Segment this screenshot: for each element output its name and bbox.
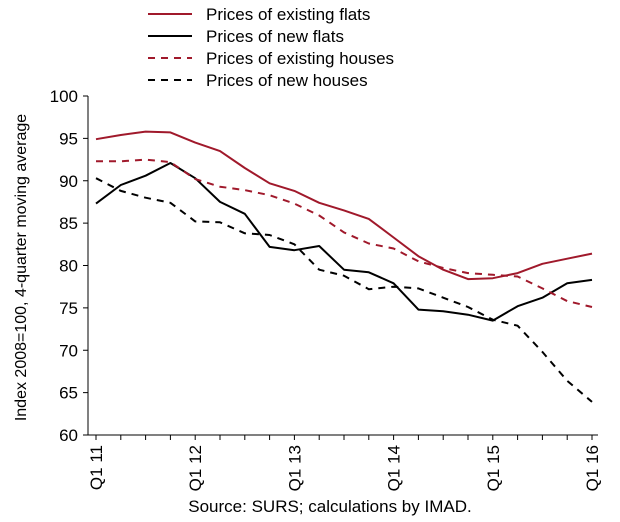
source-note: Source: SURS; calculations by IMAD. bbox=[188, 497, 471, 516]
y-tick-label: 70 bbox=[59, 341, 78, 360]
y-tick-label: 75 bbox=[59, 299, 78, 318]
legend-item: Prices of existing houses bbox=[148, 49, 394, 68]
y-ticks: 60 65 70 75 80 85 90 95 100 bbox=[50, 87, 88, 445]
legend-label: Prices of existing houses bbox=[206, 49, 394, 68]
y-tick-label: 65 bbox=[59, 384, 78, 403]
series-lines bbox=[95, 130, 593, 403]
y-tick-label: 95 bbox=[59, 129, 78, 148]
legend-label: Prices of existing flats bbox=[206, 5, 370, 24]
x-tick-label: Q1 11 bbox=[87, 445, 106, 490]
series-line-prices-of-existing-houses bbox=[96, 158, 593, 308]
legend: Prices of existing flats Prices of new fl… bbox=[148, 5, 394, 90]
series-line-prices-of-new-houses bbox=[95, 177, 593, 403]
x-tick-label: Q1 13 bbox=[285, 445, 304, 491]
y-tick-label: 60 bbox=[59, 426, 78, 445]
legend-label: Prices of new flats bbox=[206, 27, 344, 46]
x-tick-label: Q1 12 bbox=[186, 445, 205, 491]
axes: 60 65 70 75 80 85 90 95 100 Q1 11 Q1 12 Q1 13 Q1 14… bbox=[50, 87, 602, 491]
legend-item: Prices of new flats bbox=[148, 27, 344, 46]
y-tick-label: 80 bbox=[59, 257, 78, 276]
x-tick-label: Q1 16 bbox=[583, 445, 602, 491]
series-line-prices-of-new-flats bbox=[95, 162, 593, 322]
legend-item: Prices of new houses bbox=[148, 71, 368, 90]
x-tick-label: Q1 15 bbox=[484, 445, 503, 491]
y-tick-label: 85 bbox=[59, 214, 78, 233]
y-tick-label: 100 bbox=[50, 87, 78, 106]
series-line-prices-of-existing-flats bbox=[95, 130, 593, 281]
y-tick-label: 90 bbox=[59, 172, 78, 191]
y-axis-label: Index 2008=100, 4-quarter moving average bbox=[13, 114, 30, 421]
legend-label: Prices of new houses bbox=[206, 71, 368, 90]
x-ticks: Q1 11 Q1 12 Q1 13 Q1 14 Q1 15 Q1 16 bbox=[87, 435, 602, 491]
legend-item: Prices of existing flats bbox=[148, 5, 370, 24]
x-tick-label: Q1 14 bbox=[385, 445, 404, 491]
